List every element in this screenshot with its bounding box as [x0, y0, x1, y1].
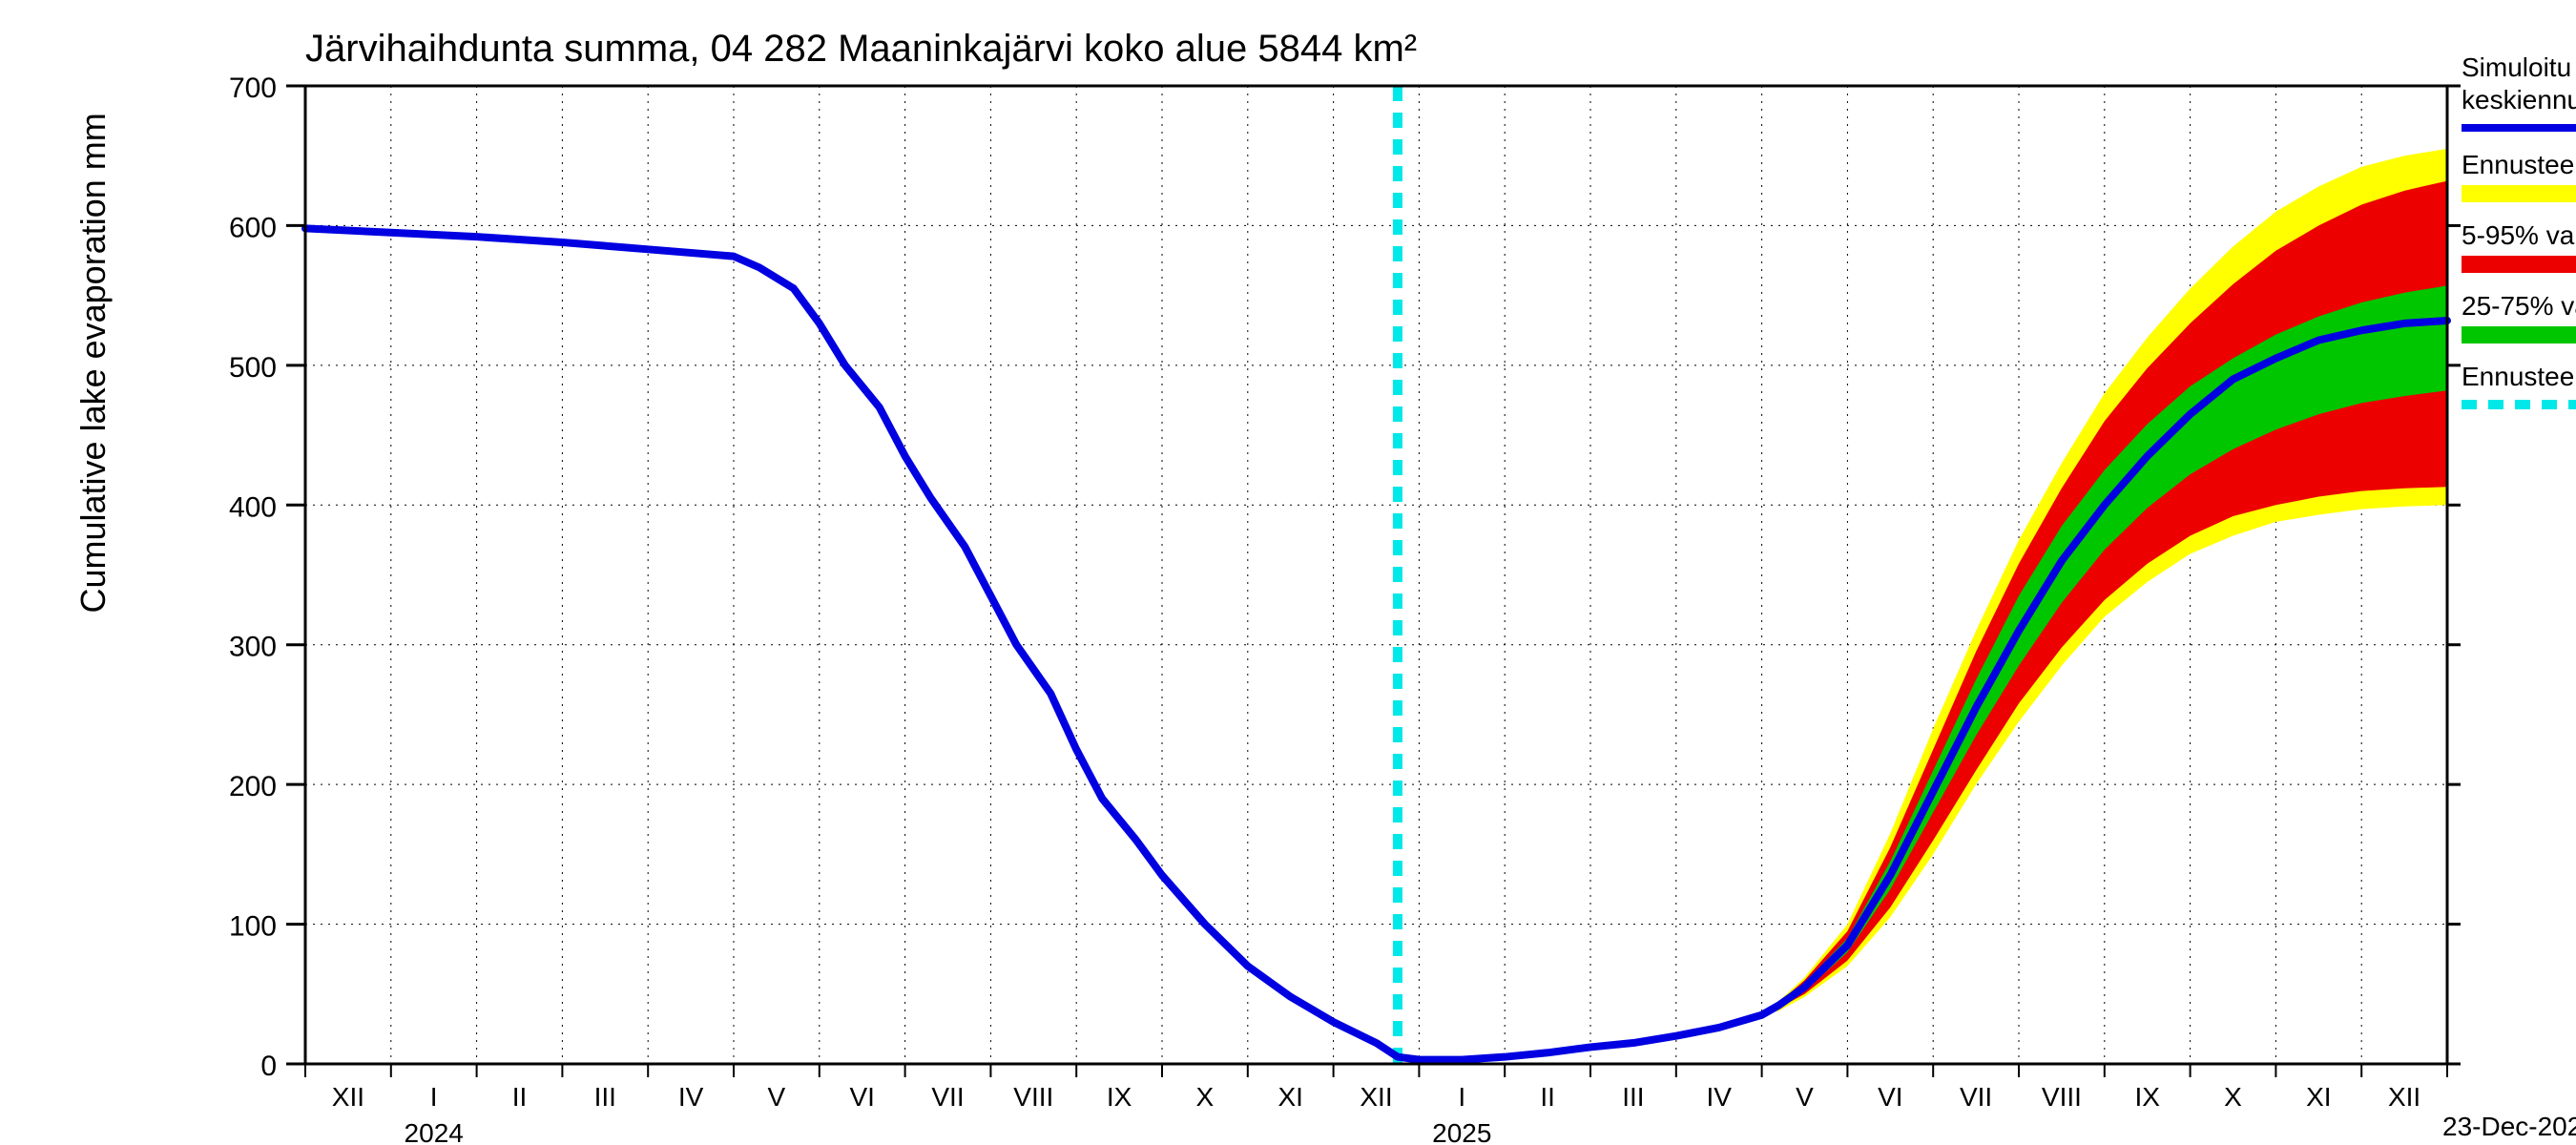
x-month-label: III — [1622, 1082, 1644, 1112]
y-tick-label: 300 — [229, 632, 277, 663]
x-month-label: III — [594, 1082, 616, 1112]
legend-label: 5-95% vaihteluväli — [2462, 220, 2576, 250]
legend-label: 25-75% vaihteluväli — [2462, 291, 2576, 321]
x-month-label: I — [1458, 1082, 1465, 1112]
x-month-label: II — [1540, 1082, 1555, 1112]
legend-swatch — [2462, 256, 2576, 273]
y-axis-label: Cumulative lake evaporation mm — [73, 113, 113, 613]
y-tick-label: 400 — [229, 491, 277, 523]
x-month-label: XII — [1360, 1082, 1392, 1112]
y-tick-label: 100 — [229, 911, 277, 943]
x-month-label: VI — [1878, 1082, 1902, 1112]
x-month-label: V — [768, 1082, 786, 1112]
footer-text: 23-Dec-2024 10:04 WSFS-O — [2442, 1112, 2576, 1141]
x-month-label: VII — [1960, 1082, 1992, 1112]
y-tick-label: 700 — [229, 73, 277, 104]
x-month-label: VII — [931, 1082, 964, 1112]
y-tick-label: 200 — [229, 771, 277, 802]
x-month-label: IX — [2134, 1082, 2160, 1112]
x-month-label: VIII — [2042, 1082, 2082, 1112]
x-month-label: X — [2224, 1082, 2242, 1112]
y-tick-label: 500 — [229, 352, 277, 384]
x-month-label: IV — [678, 1082, 704, 1112]
chart-svg: 0100200300400500600700XIIIIIIIIIVVVIVIIV… — [0, 0, 2576, 1145]
x-month-label: IX — [1107, 1082, 1132, 1112]
x-month-label: VIII — [1013, 1082, 1053, 1112]
legend-swatch — [2462, 185, 2576, 202]
x-month-label: XI — [2306, 1082, 2331, 1112]
x-month-label: II — [512, 1082, 528, 1112]
x-year-label: 2025 — [1432, 1118, 1491, 1145]
chart-container: 0100200300400500600700XIIIIIIIIIVVVIVIIV… — [0, 0, 2576, 1145]
x-month-label: XII — [332, 1082, 364, 1112]
x-month-label: I — [430, 1082, 438, 1112]
legend-label: Ennusteen vaihteluväli — [2462, 150, 2576, 179]
y-tick-label: 0 — [260, 1051, 277, 1082]
x-month-label: V — [1796, 1082, 1814, 1112]
legend-label: Simuloitu historia ja — [2462, 52, 2576, 82]
x-month-label: IV — [1706, 1082, 1732, 1112]
x-month-label: XI — [1278, 1082, 1302, 1112]
x-year-label: 2024 — [405, 1118, 464, 1145]
legend-swatch — [2462, 326, 2576, 344]
x-month-label: XII — [2388, 1082, 2420, 1112]
x-month-label: VI — [849, 1082, 874, 1112]
legend-label: Ennusteen alku — [2462, 362, 2576, 391]
x-month-label: X — [1196, 1082, 1215, 1112]
y-tick-label: 600 — [229, 212, 277, 243]
chart-title: Järvihaihdunta summa, 04 282 Maaninkajär… — [305, 28, 1417, 70]
legend-label: keskiennuste — [2462, 85, 2576, 114]
